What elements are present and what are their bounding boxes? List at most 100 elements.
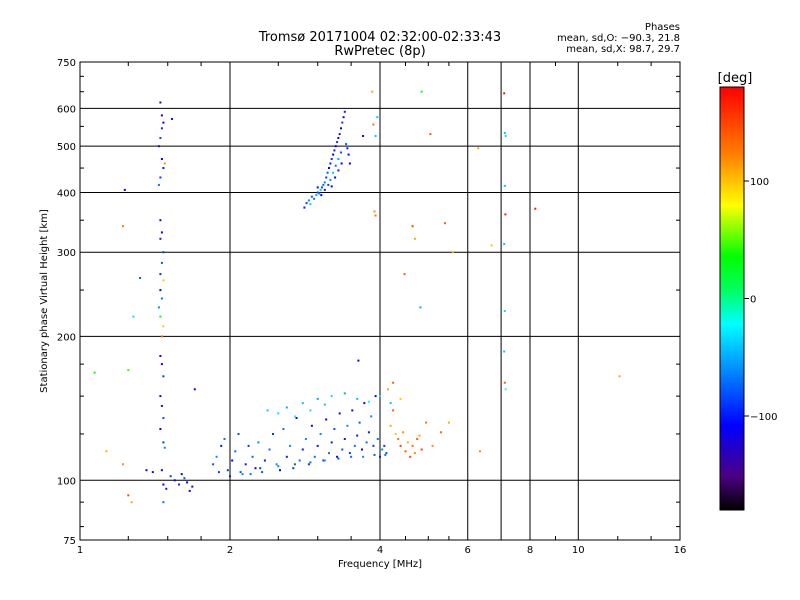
- data-point: [337, 137, 340, 139]
- data-point: [162, 417, 165, 419]
- data-point: [241, 473, 244, 476]
- data-point: [340, 162, 343, 165]
- data-point: [451, 251, 454, 254]
- data-point: [226, 469, 229, 472]
- data-point: [503, 350, 506, 353]
- data-point: [254, 467, 257, 470]
- data-point: [229, 475, 231, 478]
- stats-title: Phases: [644, 22, 680, 33]
- data-point: [372, 444, 375, 447]
- data-point: [420, 90, 423, 93]
- data-point: [490, 244, 493, 247]
- data-point: [307, 199, 310, 202]
- data-point: [145, 469, 148, 472]
- data-point: [387, 388, 389, 391]
- data-point: [105, 450, 108, 453]
- data-point: [244, 463, 247, 466]
- data-point: [237, 433, 240, 435]
- data-point: [310, 424, 313, 427]
- data-point: [234, 450, 237, 453]
- data-point: [160, 158, 163, 160]
- data-point: [384, 453, 387, 456]
- data-point: [162, 501, 165, 504]
- data-point: [329, 162, 332, 165]
- data-point: [139, 277, 142, 279]
- x-tick-label: 8: [527, 545, 533, 556]
- data-point: [173, 479, 176, 482]
- data-point: [409, 455, 412, 458]
- data-point: [326, 171, 329, 174]
- data-point: [313, 455, 316, 458]
- data-point: [217, 471, 220, 474]
- data-point: [373, 453, 376, 456]
- data-point: [332, 153, 335, 156]
- data-point: [160, 231, 163, 234]
- data-point: [374, 395, 377, 398]
- data-point: [309, 203, 312, 206]
- data-point: [439, 431, 442, 434]
- data-point: [301, 402, 304, 405]
- data-point: [277, 465, 280, 468]
- data-point: [365, 441, 368, 444]
- data-point: [307, 463, 310, 466]
- data-point: [347, 153, 350, 156]
- data-point: [351, 409, 354, 412]
- data-point: [363, 402, 366, 405]
- data-point: [403, 273, 406, 276]
- colorbar-gradient: [719, 86, 745, 511]
- data-point: [159, 289, 162, 292]
- data-point: [367, 431, 370, 434]
- colorbar-tick-label: −100: [750, 412, 777, 423]
- data-point: [191, 485, 194, 488]
- data-point: [123, 188, 126, 191]
- data-point: [429, 133, 432, 136]
- x-tick-label: 1: [77, 545, 83, 556]
- data-point: [162, 167, 165, 169]
- data-point: [159, 137, 162, 139]
- data-point: [313, 197, 316, 200]
- data-point: [362, 135, 365, 137]
- data-point: [337, 158, 340, 160]
- y-tick-label: 500: [57, 142, 76, 153]
- stats-o-mode: mean, sd,O: −90.3, 21.8: [557, 33, 680, 44]
- data-point: [356, 434, 359, 437]
- data-point: [503, 310, 506, 312]
- data-point: [220, 444, 223, 447]
- data-point: [266, 409, 269, 412]
- data-point: [618, 375, 621, 378]
- data-point: [379, 395, 381, 398]
- data-point: [162, 279, 165, 282]
- y-tick-label: 200: [57, 332, 76, 343]
- data-point: [162, 251, 165, 254]
- data-point: [289, 444, 292, 447]
- data-point: [186, 481, 189, 484]
- data-point: [411, 225, 414, 228]
- data-point: [169, 475, 172, 478]
- x-tick-label: 10: [572, 545, 585, 556]
- data-point: [159, 315, 162, 318]
- data-point: [162, 375, 165, 378]
- data-point: [323, 188, 326, 191]
- data-point: [419, 306, 422, 309]
- data-point: [327, 183, 330, 186]
- data-point: [420, 448, 423, 451]
- colorbar-tick-label: 100: [750, 177, 769, 188]
- axis-ticks: [80, 62, 680, 540]
- data-point: [319, 188, 322, 191]
- data-point: [389, 424, 392, 427]
- data-point: [272, 433, 274, 435]
- data-point: [122, 225, 124, 228]
- data-point: [231, 459, 234, 462]
- data-point: [160, 469, 163, 472]
- data-point: [357, 359, 360, 362]
- data-point: [447, 421, 450, 424]
- data-point: [503, 243, 506, 246]
- chart-subtitle: RwPretec (8p): [334, 44, 426, 59]
- data-point: [259, 467, 262, 470]
- data-point: [431, 444, 434, 447]
- data-point: [362, 455, 365, 458]
- data-point: [157, 145, 160, 148]
- data-point: [279, 469, 281, 472]
- data-point: [215, 455, 218, 458]
- data-point: [178, 483, 180, 486]
